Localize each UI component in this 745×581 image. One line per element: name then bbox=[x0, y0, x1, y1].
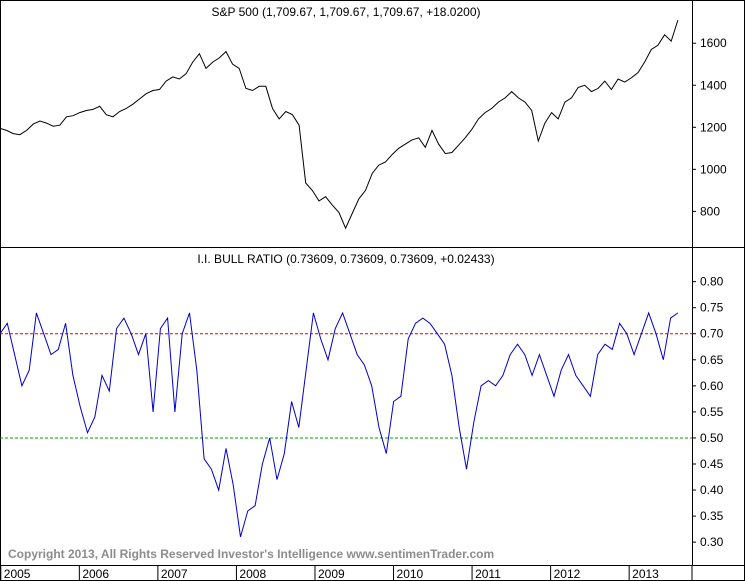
x-tick-label-year: 2010 bbox=[397, 567, 424, 581]
time-axis: 2005 2006 2007 2008 2009 2010 2011 2012 … bbox=[4, 567, 659, 581]
bull-ratio-y-tick-label: 0.60 bbox=[700, 379, 724, 393]
x-tick-label-year: 2012 bbox=[554, 567, 581, 581]
bull-ratio-y-tick-label: 0.80 bbox=[700, 275, 724, 289]
bull-ratio-y-tick-label: 0.75 bbox=[700, 301, 724, 315]
bull-ratio-y-axis: 0.30 0.35 0.40 0.45 0.50 0.55 0.60 0.65 … bbox=[692, 275, 724, 549]
x-tick-label-year: 2006 bbox=[82, 567, 109, 581]
bull-ratio-y-tick-label: 0.40 bbox=[700, 483, 724, 497]
x-tick-label-year: 2009 bbox=[318, 567, 345, 581]
sp500-y-tick-label: 800 bbox=[700, 204, 720, 218]
sp500-y-tick-label: 1400 bbox=[700, 78, 727, 92]
bull-ratio-y-tick-label: 0.65 bbox=[700, 353, 724, 367]
x-tick-label-year: 2011 bbox=[475, 567, 501, 581]
bull-ratio-title: I.I. BULL RATIO (0.73609, 0.73609, 0.736… bbox=[197, 252, 494, 266]
copyright-notice: Copyright 2013, All Rights Reserved Inve… bbox=[8, 547, 494, 561]
sp500-y-axis: 800 1000 1200 1400 1600 bbox=[692, 36, 727, 218]
sp500-y-tick-label: 1000 bbox=[700, 162, 727, 176]
year-separators bbox=[0, 565, 693, 581]
bull-ratio-y-tick-label: 0.45 bbox=[700, 457, 724, 471]
sp500-y-tick-label: 1600 bbox=[700, 36, 727, 50]
sp500-series-line bbox=[0, 19, 679, 230]
sp500-y-tick-label: 1200 bbox=[700, 120, 727, 134]
bull-ratio-y-tick-label: 0.70 bbox=[700, 327, 724, 341]
x-tick-label-year: 2005 bbox=[4, 567, 31, 581]
x-tick-label-year: 2007 bbox=[161, 567, 188, 581]
bull-ratio-y-tick-label: 0.50 bbox=[700, 431, 724, 445]
bull-ratio-y-tick-label: 0.55 bbox=[700, 405, 724, 419]
bull-ratio-series-line bbox=[0, 311, 679, 538]
x-tick-label-year: 2013 bbox=[632, 567, 659, 581]
bull-ratio-y-tick-label: 0.30 bbox=[700, 535, 724, 549]
sp500-title: S&P 500 (1,709.67, 1,709.67, 1,709.67, +… bbox=[212, 5, 481, 19]
bull-ratio-y-tick-label: 0.35 bbox=[700, 509, 724, 523]
x-tick-label-year: 2008 bbox=[239, 567, 266, 581]
